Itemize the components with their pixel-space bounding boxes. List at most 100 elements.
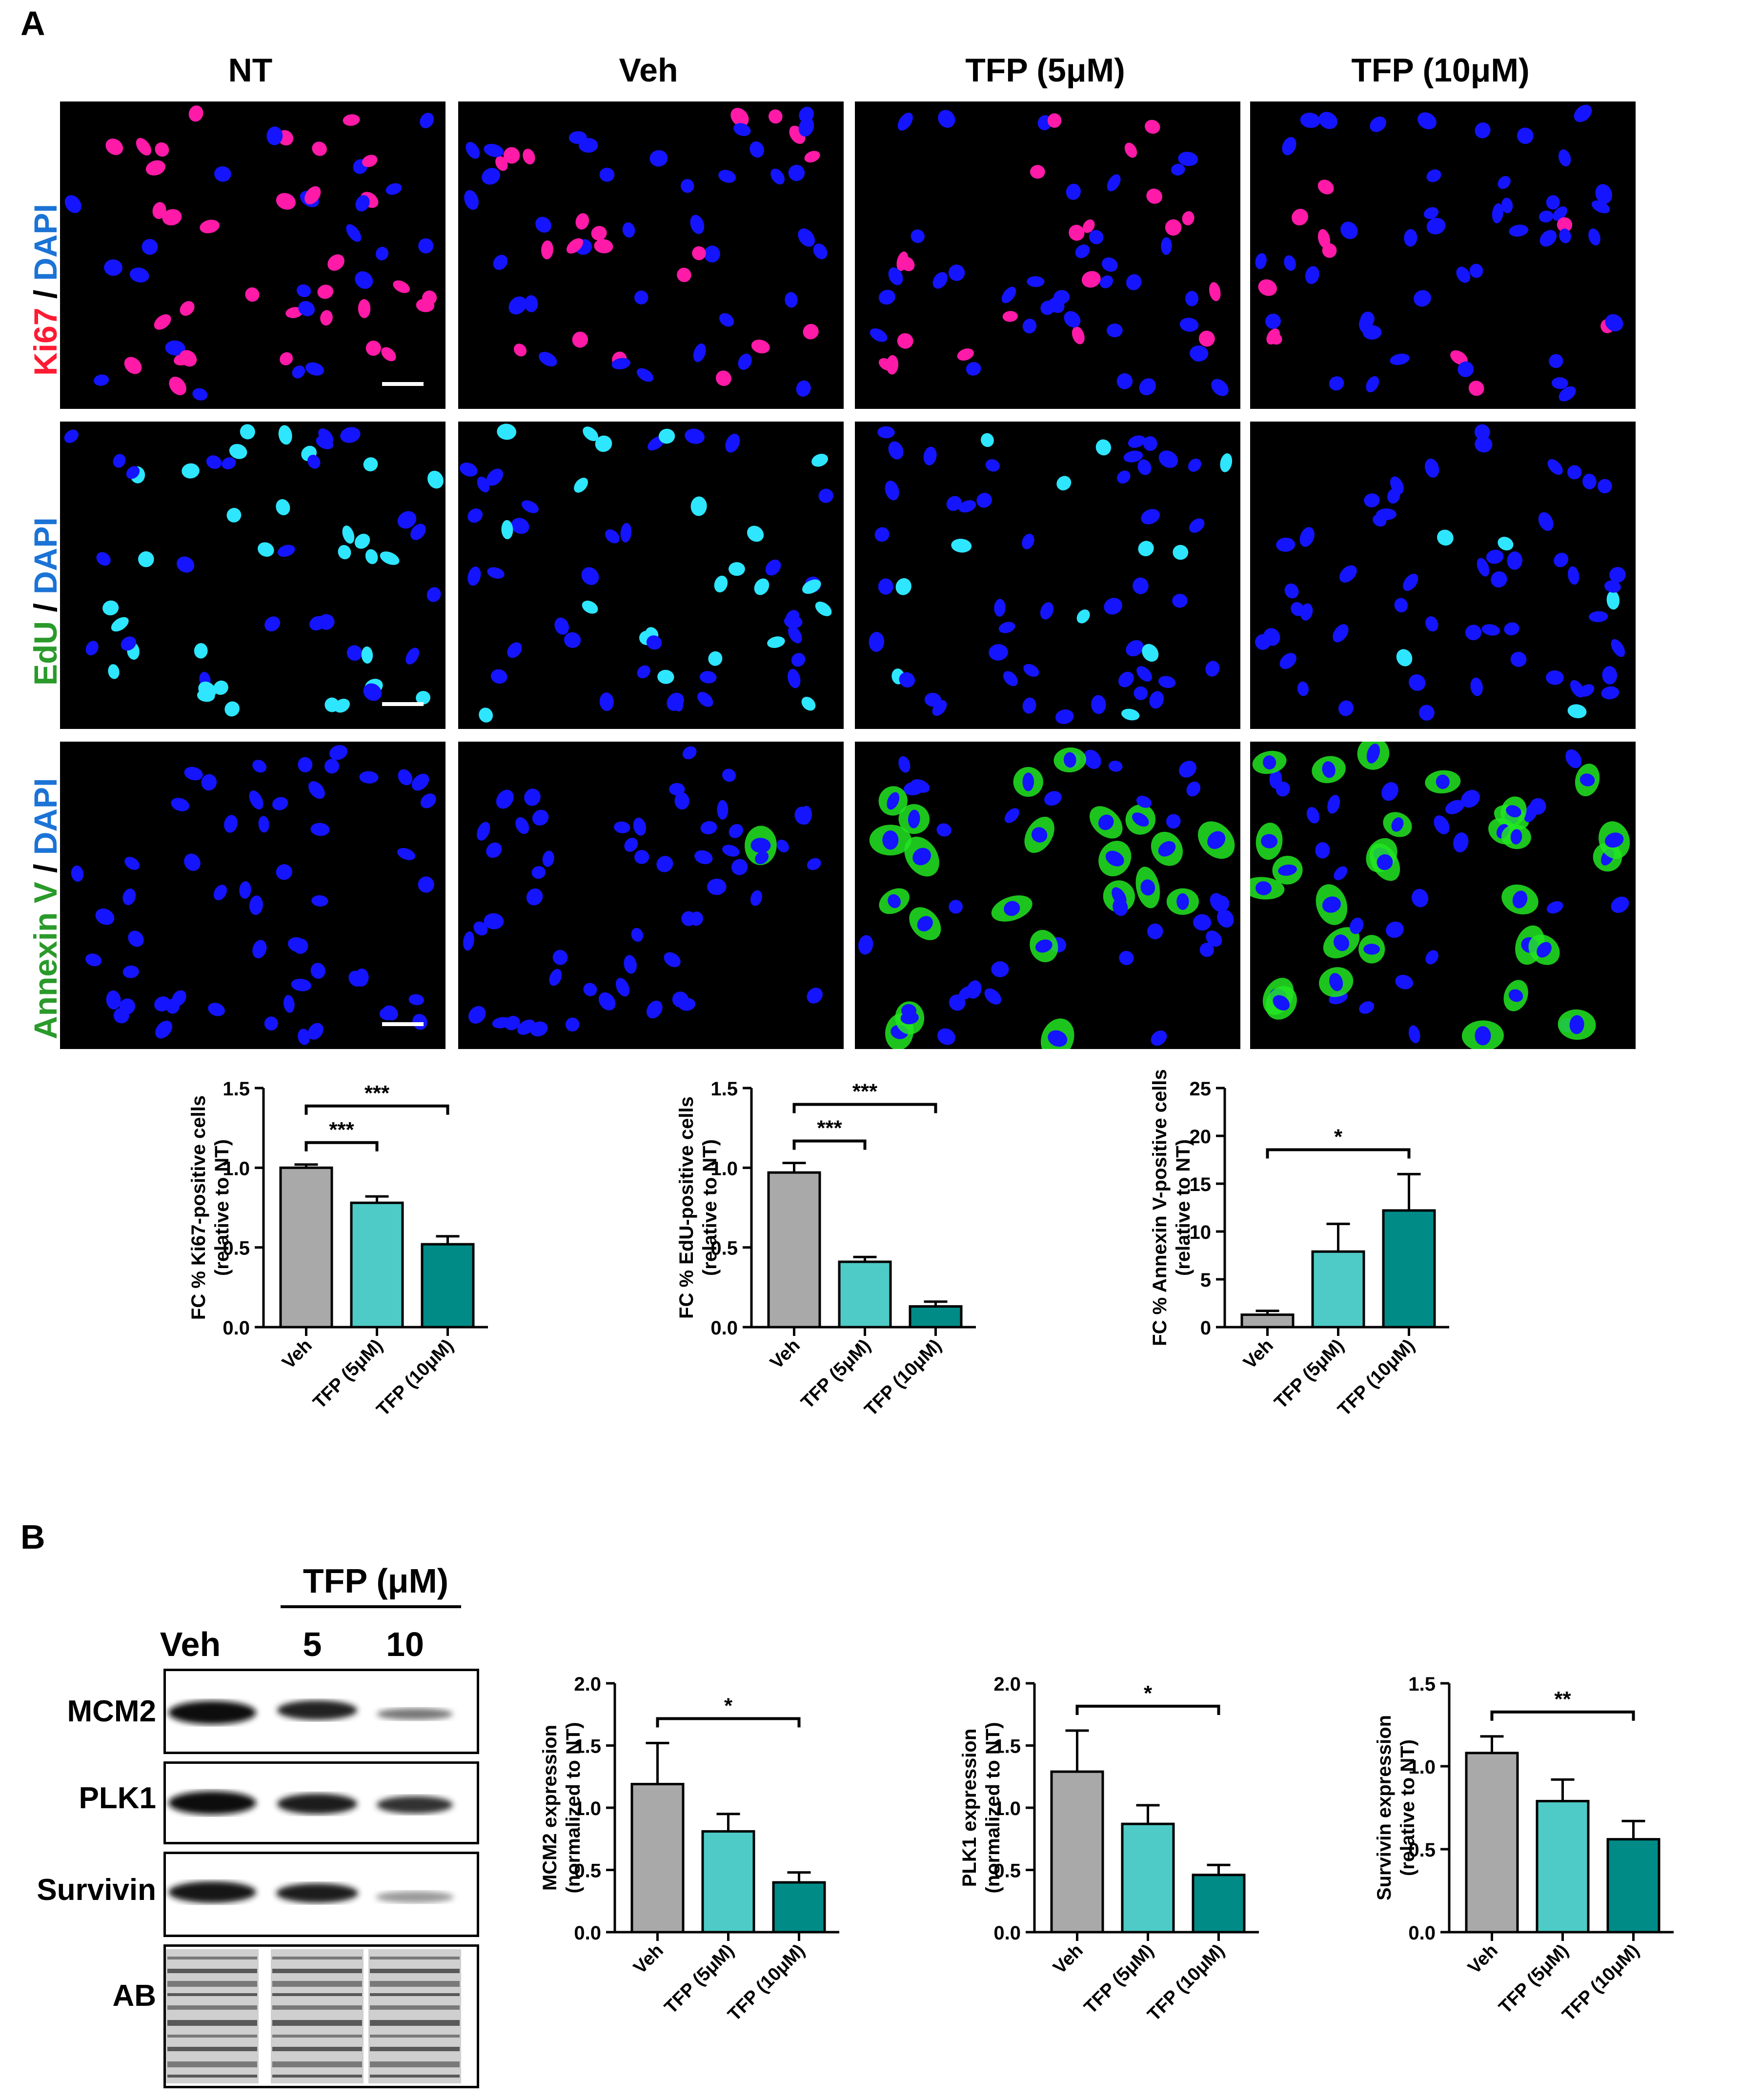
y-tick-label: 1.5 (1408, 1674, 1436, 1695)
y-tick-label: 1.0 (1408, 1757, 1436, 1778)
y-tick-label: 0.0 (1408, 1922, 1436, 1944)
bar (421, 1243, 475, 1329)
dapi-label: DAPI (27, 778, 63, 855)
edu-label: EdU (27, 621, 63, 686)
y-axis-label-2: (relative to NT) (699, 1139, 721, 1276)
y-axis-label-2: (relative to NT) (1397, 1739, 1418, 1876)
y-tick-label: 5 (1200, 1270, 1211, 1291)
micrograph-r2-c4 (1250, 422, 1636, 729)
column-title-veh: Veh (619, 52, 678, 89)
y-axis-label-2: (normalized to NT) (982, 1722, 1004, 1893)
significance-bracket (304, 1104, 449, 1115)
y-tick-label: 1.5 (574, 1736, 601, 1757)
chart-mcm2: 0.0 0.5 1.0 1.5 2.0 MCM2 expression (normalize… (527, 1654, 927, 2093)
chart-plk1: 0.0 0.5 1.0 1.5 2.0 PLK1 expression (normalize… (947, 1654, 1347, 2093)
y-tick-label: 0.5 (1408, 1839, 1436, 1861)
y-tick-label: 0.5 (574, 1860, 601, 1882)
y-tick-label: 10 (1190, 1222, 1212, 1243)
y-axis-label-2: (relative to NT) (1173, 1139, 1194, 1276)
x-tick-label: TFP (10μM) (1144, 1940, 1229, 2025)
y-tick-label: 1.0 (710, 1158, 738, 1179)
bar (1050, 1770, 1104, 1934)
micrograph-r2-c3 (855, 422, 1240, 729)
x-tick-label: Veh (1049, 1940, 1087, 1979)
y-axis-label: FC % Annexin V-positive cells (1149, 1069, 1171, 1346)
bar (772, 1881, 826, 1934)
wb-label-plk1: PLK1 (79, 1781, 156, 1815)
y-axis-label: Survivin expression (1374, 1715, 1395, 1900)
x-tick-label: Veh (1239, 1335, 1277, 1373)
column-title-tfp10: TFP (10μM) (1351, 52, 1530, 89)
micrograph-r3-c1 (60, 742, 445, 1049)
micrograph-r2-c2 (458, 422, 844, 729)
y-axis-label: FC % EdU-positive cells (676, 1096, 697, 1319)
bar (909, 1305, 963, 1329)
y-tick-label: 0.5 (223, 1238, 250, 1259)
y-tick-label: 0.0 (223, 1317, 250, 1339)
bar (350, 1201, 404, 1329)
y-tick-label: 2.0 (993, 1674, 1021, 1695)
bar (767, 1171, 821, 1329)
y-axis-label: FC % Ki67-positive cells (188, 1095, 209, 1320)
panel-a-letter: A (20, 4, 45, 42)
bar (1121, 1822, 1175, 1934)
annexin-separator: / (27, 855, 63, 882)
y-tick-label: 0.0 (993, 1922, 1021, 1944)
significance-label: *** (329, 1118, 354, 1142)
bar (1465, 1752, 1519, 1934)
wb-group-line (281, 1605, 461, 1608)
ki67-label: Ki67 (27, 307, 63, 376)
y-tick-label: 1.5 (993, 1736, 1021, 1757)
micrograph-r3-c2 (458, 742, 844, 1049)
significance-bracket (1490, 1710, 1635, 1721)
x-tick-label: TFP (5μM) (1271, 1335, 1348, 1413)
y-tick-label: 2.0 (574, 1674, 601, 1695)
micrograph-r3-c3 (855, 742, 1240, 1049)
edu-separator: / (27, 594, 63, 621)
dapi-label: DAPI (27, 203, 63, 281)
significance-bracket (1075, 1704, 1220, 1715)
chart-ki67: 0.0 0.5 1.0 1.5 FC % Ki67-positive cells (rel… (176, 1059, 576, 1488)
x-tick-label: TFP (5μM) (1080, 1940, 1158, 2018)
bar (838, 1260, 892, 1329)
x-tick-label: TFP (10μM) (861, 1335, 946, 1420)
wb-label-mcm2: MCM2 (67, 1695, 156, 1728)
y-tick-label: 0.0 (574, 1922, 601, 1944)
y-tick-label: 15 (1190, 1174, 1212, 1195)
y-tick-label: 1.5 (223, 1078, 250, 1100)
blot-mcm2 (163, 1669, 479, 1754)
x-tick-label: TFP (10μM) (1559, 1940, 1643, 2025)
x-tick-label: TFP (10μM) (373, 1335, 458, 1420)
ki67-separator: / (27, 281, 63, 308)
wb-lane-10: 10 (386, 1625, 424, 1663)
significance-bracket (1266, 1148, 1411, 1159)
x-tick-label: Veh (766, 1335, 804, 1373)
row-label-ki67: Ki67 / DAPI (27, 204, 64, 376)
x-tick-label: TFP (5μM) (661, 1940, 738, 2018)
y-tick-label: 25 (1190, 1078, 1212, 1100)
x-tick-label: TFP (5μM) (309, 1335, 387, 1413)
x-tick-label: Veh (1464, 1940, 1502, 1979)
wb-label-ab: AB (112, 1979, 156, 2013)
significance-bracket (656, 1717, 801, 1728)
significance-bracket (792, 1103, 937, 1113)
y-axis-label: PLK1 expression (959, 1729, 980, 1887)
blot-survivin (163, 1852, 479, 1937)
bar (1536, 1799, 1590, 1934)
x-tick-label: Veh (278, 1335, 316, 1373)
y-tick-label: 1.5 (710, 1078, 738, 1100)
y-tick-label: 1.0 (993, 1798, 1021, 1819)
panel-b-letter: B (20, 1518, 45, 1556)
bar (279, 1166, 333, 1329)
micrograph-r3-c4 (1250, 742, 1636, 1049)
y-tick-label: 1.0 (574, 1798, 601, 1819)
significance-label: *** (364, 1081, 390, 1105)
y-axis-label: MCM2 expression (539, 1725, 561, 1891)
x-tick-label: TFP (5μM) (797, 1335, 875, 1413)
annexin-label: Annexin V (27, 882, 63, 1039)
column-title-nt: NT (228, 52, 273, 89)
significance-bracket (792, 1139, 867, 1150)
y-axis-label-2: (normalized to NT) (563, 1722, 584, 1893)
bar (1192, 1874, 1246, 1934)
bar (1311, 1250, 1365, 1329)
